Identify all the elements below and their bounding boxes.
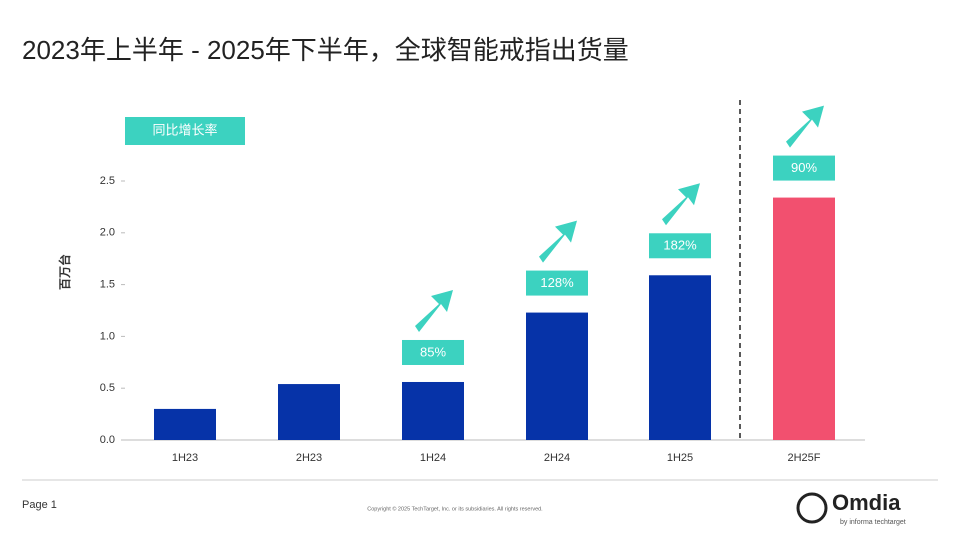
growth-box <box>649 233 711 259</box>
growth-label: 182% <box>663 238 697 253</box>
y-tick-label: 0.0 <box>100 434 115 446</box>
brand-sub: by informa techtarget <box>840 519 906 526</box>
page-number: Page 1 <box>22 499 57 511</box>
logo-mark <box>796 492 828 524</box>
growth-box <box>402 339 464 365</box>
growth-label: 90% <box>791 160 817 175</box>
bar <box>154 408 216 440</box>
growth-label: 128% <box>540 275 574 290</box>
growth-box <box>526 270 588 296</box>
y-tick-label: 1.5 <box>100 279 115 291</box>
legend-swatch <box>125 117 245 145</box>
y-axis-label: 百万台 <box>57 254 72 290</box>
bar <box>649 275 711 440</box>
growth-arrow <box>539 220 577 263</box>
growth-arrow <box>415 289 453 332</box>
x-tick-label: 2H24 <box>544 452 570 464</box>
legend-label: 同比增长率 <box>152 122 217 137</box>
y-tick-label: 1.0 <box>100 330 115 342</box>
x-tick-label: 1H24 <box>420 452 446 464</box>
copyright: Copyright © 2025 TechTarget, Inc. or its… <box>367 505 543 512</box>
bar <box>526 312 588 440</box>
bar <box>278 384 340 440</box>
growth-label: 85% <box>420 344 446 359</box>
y-tick-label: 2.0 <box>100 227 115 239</box>
y-tick-label: 0.5 <box>100 382 115 394</box>
growth-arrow <box>662 183 700 226</box>
x-tick-label: 1H25 <box>667 452 693 464</box>
y-tick-label: 2.5 <box>100 175 115 187</box>
x-tick-label: 2H23 <box>296 452 322 464</box>
growth-box <box>773 155 835 181</box>
growth-arrow <box>786 105 824 148</box>
x-tick-label: 2H25F <box>787 452 820 464</box>
bar <box>402 381 464 440</box>
bar <box>773 197 835 440</box>
brand: Omdia <box>832 490 901 515</box>
chart-title: 2023年上半年 - 2025年下半年，全球智能戒指出货量 <box>22 35 629 65</box>
x-tick-label: 1H23 <box>172 452 198 464</box>
